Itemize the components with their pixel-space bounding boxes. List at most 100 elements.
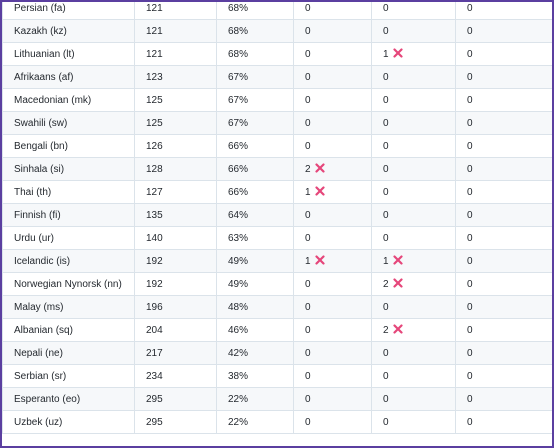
- cell-value: 67%: [228, 71, 249, 83]
- cell-value: 0: [467, 186, 473, 198]
- language-cell: Uzbek (uz): [2, 410, 135, 434]
- cell-value: 68%: [228, 25, 249, 37]
- col4-cell: 0: [293, 19, 372, 43]
- table-row: Icelandic (is) 192 49% 1 1 0: [2, 249, 552, 273]
- cell-value: 0: [383, 2, 389, 14]
- cell-value: Swahili (sw): [14, 117, 68, 129]
- language-cell: Norwegian Nynorsk (nn): [2, 272, 135, 296]
- cell-value: Persian (fa): [14, 2, 66, 14]
- cell-value: 0: [467, 25, 473, 37]
- cell-value: 0: [467, 324, 473, 336]
- cell-value: 0: [467, 117, 473, 129]
- col5-cell: 0: [371, 203, 456, 227]
- language-cell: Afrikaans (af): [2, 65, 135, 89]
- cell-value: 68%: [228, 2, 249, 14]
- col6-cell: 0: [455, 272, 552, 296]
- col4-cell: 0: [293, 65, 372, 89]
- cell-value: 46%: [228, 324, 249, 336]
- missing-count-cell: 295: [134, 387, 217, 411]
- completion-cell: 42%: [216, 341, 294, 365]
- cell-value: Icelandic (is): [14, 255, 71, 267]
- language-cell: Persian (fa): [2, 2, 135, 20]
- cross-mark-icon: [314, 186, 325, 196]
- cross-mark-icon: [314, 255, 325, 265]
- missing-count-cell: 121: [134, 2, 217, 20]
- cell-value: 0: [467, 163, 473, 175]
- col6-cell: 0: [455, 318, 552, 342]
- cell-value: Macedonian (mk): [14, 94, 92, 106]
- col5-cell: 1: [371, 249, 456, 273]
- cell-value: 2: [305, 164, 311, 175]
- cell-value: Kazakh (kz): [14, 25, 67, 37]
- cell-value: 0: [467, 140, 473, 152]
- language-cell: Thai (th): [2, 180, 135, 204]
- cell-value: 0: [305, 370, 311, 382]
- table-row: Uzbek (uz) 295 22% 0 0 0: [2, 410, 552, 434]
- cell-value: 49%: [228, 255, 249, 267]
- col5-cell: 0: [371, 65, 456, 89]
- cell-value: 0: [305, 393, 311, 405]
- language-cell: Malay (ms): [2, 295, 135, 319]
- col6-cell: 0: [455, 295, 552, 319]
- completion-cell: 49%: [216, 272, 294, 296]
- table-row: Bengali (bn) 126 66% 0 0 0: [2, 134, 552, 158]
- cell-value: 196: [146, 301, 163, 313]
- completion-cell: 22%: [216, 410, 294, 434]
- cell-value: 121: [146, 48, 163, 60]
- col5-cell: 0: [371, 134, 456, 158]
- cell-value: 66%: [228, 140, 249, 152]
- completion-cell: 66%: [216, 180, 294, 204]
- cell-value: 0: [383, 186, 389, 198]
- cell-value: 128: [146, 163, 163, 175]
- cell-value: 0: [305, 140, 311, 152]
- cell-value: 0: [383, 71, 389, 83]
- cross-mark-icon: [392, 324, 403, 334]
- col4-cell: 0: [293, 42, 372, 66]
- cell-value: 0: [467, 347, 473, 359]
- cell-value: 192: [146, 255, 163, 267]
- cross-mark-icon: [392, 255, 403, 265]
- cell-value: 67%: [228, 117, 249, 129]
- col4-cell: 0: [293, 387, 372, 411]
- missing-count-cell: 127: [134, 180, 217, 204]
- table-row: Malay (ms) 196 48% 0 0 0: [2, 295, 552, 319]
- language-cell: Sinhala (si): [2, 157, 135, 181]
- cell-value: 0: [305, 117, 311, 129]
- cell-value: 0: [467, 71, 473, 83]
- col5-cell: 0: [371, 180, 456, 204]
- completion-cell: 67%: [216, 88, 294, 112]
- cell-value: 2: [383, 325, 389, 336]
- missing-count-cell: 135: [134, 203, 217, 227]
- col6-cell: 0: [455, 65, 552, 89]
- col5-cell: 0: [371, 19, 456, 43]
- completion-cell: 68%: [216, 2, 294, 20]
- cell-value: 0: [467, 370, 473, 382]
- cell-value: Esperanto (eo): [14, 393, 81, 405]
- col4-cell: 0: [293, 341, 372, 365]
- col4-cell: 1: [293, 180, 372, 204]
- completion-cell: 67%: [216, 65, 294, 89]
- cell-value: Afrikaans (af): [14, 71, 74, 83]
- col5-cell: 0: [371, 2, 456, 20]
- cell-value: 0: [305, 324, 311, 336]
- col4-cell: 0: [293, 111, 372, 135]
- missing-count-cell: 123: [134, 65, 217, 89]
- cell-value: 0: [383, 163, 389, 175]
- missing-count-cell: 196: [134, 295, 217, 319]
- cell-value: 0: [305, 94, 311, 106]
- cell-value: 0: [305, 347, 311, 359]
- cell-value: 127: [146, 186, 163, 198]
- language-cell: Kazakh (kz): [2, 19, 135, 43]
- col5-cell: 0: [371, 226, 456, 250]
- missing-count-cell: 121: [134, 42, 217, 66]
- cell-value: 295: [146, 416, 163, 428]
- cell-value: 0: [383, 232, 389, 244]
- completion-cell: 22%: [216, 387, 294, 411]
- cell-value: 1: [383, 256, 389, 267]
- language-cell: Swahili (sw): [2, 111, 135, 135]
- cell-value: 0: [467, 2, 473, 14]
- cell-value: 0: [467, 48, 473, 60]
- col5-cell: 0: [371, 364, 456, 388]
- missing-count-cell: 204: [134, 318, 217, 342]
